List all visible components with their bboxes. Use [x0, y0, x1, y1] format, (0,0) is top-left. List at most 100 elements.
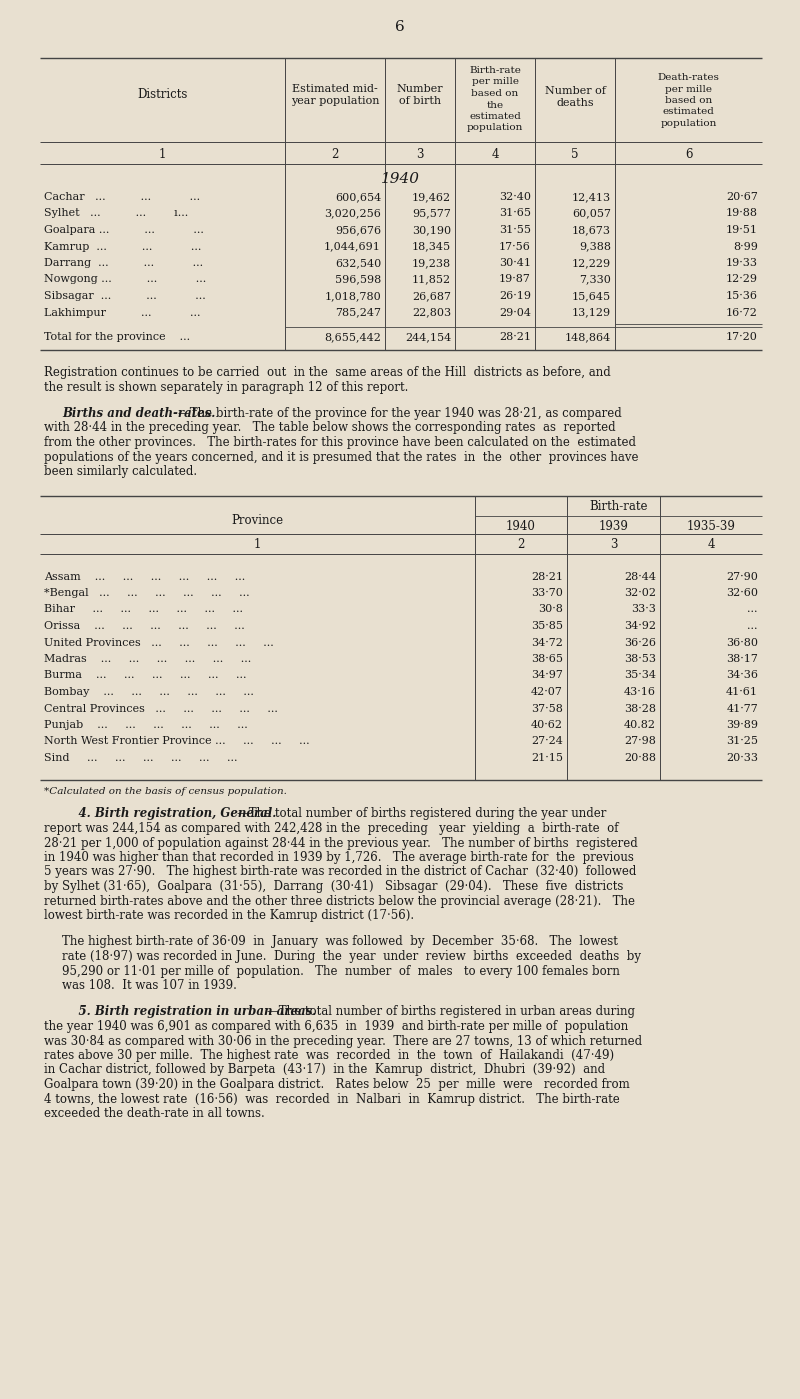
Text: *Bengal   ...     ...     ...     ...     ...     ...: *Bengal ... ... ... ... ... ... [44, 588, 250, 597]
Text: 12,229: 12,229 [572, 257, 611, 269]
Text: 32·60: 32·60 [726, 588, 758, 597]
Text: 1940: 1940 [506, 519, 536, 533]
Text: 31·55: 31·55 [499, 225, 531, 235]
Text: 40·62: 40·62 [531, 720, 563, 730]
Text: 4: 4 [491, 148, 498, 161]
Text: 6: 6 [395, 20, 405, 34]
Text: report was 244,154 as compared with 242,428 in the  preceding   year  yielding  : report was 244,154 as compared with 242,… [44, 823, 618, 835]
Text: exceeded the death-rate in all towns.: exceeded the death-rate in all towns. [44, 1107, 265, 1121]
Text: 31·65: 31·65 [499, 208, 531, 218]
Text: 35·85: 35·85 [531, 621, 563, 631]
Text: 41·61: 41·61 [726, 687, 758, 697]
Text: 9,388: 9,388 [579, 242, 611, 252]
Text: 8·99: 8·99 [733, 242, 758, 252]
Text: 34·36: 34·36 [726, 670, 758, 680]
Text: population: population [660, 119, 717, 127]
Text: Central Provinces   ...     ...     ...     ...     ...: Central Provinces ... ... ... ... ... [44, 704, 278, 713]
Text: Bombay    ...     ...     ...     ...     ...     ...: Bombay ... ... ... ... ... ... [44, 687, 254, 697]
Text: 632,540: 632,540 [334, 257, 381, 269]
Text: in Cachar district, followed by Barpeta  (43·17)  in the  Kamrup  district,  Dhu: in Cachar district, followed by Barpeta … [44, 1063, 605, 1076]
Text: *Calculated on the basis of census population.: *Calculated on the basis of census popul… [44, 788, 287, 796]
Text: by Sylhet (31·65),  Goalpara  (31·55),  Darrang  (30·41)   Sibsagar  (29·04).   : by Sylhet (31·65), Goalpara (31·55), Dar… [44, 880, 623, 893]
Text: —The total number of births registered in urban areas during: —The total number of births registered i… [267, 1006, 635, 1018]
Text: Kamrup  ...          ...           ...: Kamrup ... ... ... [44, 242, 202, 252]
Text: 21·15: 21·15 [531, 753, 563, 762]
Text: 4: 4 [707, 539, 714, 551]
Text: 5 years was 27·90.   The highest birth-rate was recorded in the district of Cach: 5 years was 27·90. The highest birth-rat… [44, 866, 636, 879]
Text: 38·28: 38·28 [624, 704, 656, 713]
Text: 40.82: 40.82 [624, 720, 656, 730]
Text: 19·88: 19·88 [726, 208, 758, 218]
Text: Lakhimpur          ...           ...: Lakhimpur ... ... [44, 308, 201, 318]
Text: 31·25: 31·25 [726, 736, 758, 747]
Text: 3,020,256: 3,020,256 [324, 208, 381, 218]
Text: the year 1940 was 6,901 as compared with 6,635  in  1939  and birth-rate per mil: the year 1940 was 6,901 as compared with… [44, 1020, 628, 1032]
Text: 12,413: 12,413 [572, 192, 611, 201]
Text: 4. Birth registration, General.: 4. Birth registration, General. [62, 807, 276, 820]
Text: 956,676: 956,676 [335, 225, 381, 235]
Text: 36·26: 36·26 [624, 638, 656, 648]
Text: year population: year population [290, 97, 379, 106]
Text: 2: 2 [518, 539, 525, 551]
Text: 19·33: 19·33 [726, 257, 758, 269]
Text: 26,687: 26,687 [412, 291, 451, 301]
Text: Death-rates: Death-rates [658, 73, 719, 83]
Text: 95,577: 95,577 [412, 208, 451, 218]
Text: Darrang  ...          ...           ...: Darrang ... ... ... [44, 257, 203, 269]
Text: 29·04: 29·04 [499, 308, 531, 318]
Text: 95,290 or 11·01 per mille of  population.   The  number  of  males   to every 10: 95,290 or 11·01 per mille of population.… [62, 964, 620, 978]
Text: 244,154: 244,154 [405, 332, 451, 341]
Text: 32·40: 32·40 [499, 192, 531, 201]
Text: Goalpara ...          ...           ...: Goalpara ... ... ... [44, 225, 204, 235]
Text: 27·24: 27·24 [531, 736, 563, 747]
Text: 17·56: 17·56 [499, 242, 531, 252]
Text: Cachar   ...          ...           ...: Cachar ... ... ... [44, 192, 200, 201]
Text: Birth-rate: Birth-rate [469, 66, 521, 76]
Text: 16·72: 16·72 [726, 308, 758, 318]
Text: Assam    ...     ...     ...     ...     ...     ...: Assam ... ... ... ... ... ... [44, 572, 246, 582]
Text: 33·70: 33·70 [531, 588, 563, 597]
Text: Number of: Number of [545, 85, 606, 97]
Text: 28·21 per 1,000 of population against 28·44 in the previous year.   The number o: 28·21 per 1,000 of population against 28… [44, 837, 638, 849]
Text: 1,018,780: 1,018,780 [324, 291, 381, 301]
Text: 7,330: 7,330 [579, 274, 611, 284]
Text: Districts: Districts [138, 88, 188, 101]
Text: 30·8: 30·8 [538, 604, 563, 614]
Text: 37·58: 37·58 [531, 704, 563, 713]
Text: Registration continues to be carried  out  in the  same areas of the Hill  distr: Registration continues to be carried out… [44, 367, 610, 379]
Text: 26·19: 26·19 [499, 291, 531, 301]
Text: 38·65: 38·65 [531, 653, 563, 665]
Text: 34·92: 34·92 [624, 621, 656, 631]
Text: 42·07: 42·07 [531, 687, 563, 697]
Text: 4 towns, the lowest rate  (16·56)  was  recorded  in  Nalbari  in  Kamrup distri: 4 towns, the lowest rate (16·56) was rec… [44, 1093, 620, 1105]
Text: 148,864: 148,864 [565, 332, 611, 341]
Text: 27·90: 27·90 [726, 572, 758, 582]
Text: per mille: per mille [665, 84, 712, 94]
Text: from the other provinces.   The birth-rates for this province have been calculat: from the other provinces. The birth-rate… [44, 436, 636, 449]
Text: 41·77: 41·77 [726, 704, 758, 713]
Text: Madras    ...     ...     ...     ...     ...     ...: Madras ... ... ... ... ... ... [44, 653, 251, 665]
Text: 38·53: 38·53 [624, 653, 656, 665]
Text: Nowgong ...          ...           ...: Nowgong ... ... ... [44, 274, 206, 284]
Text: rate (18·97) was recorded in June.  During  the  year  under  review  births  ex: rate (18·97) was recorded in June. Durin… [62, 950, 641, 963]
Text: 20·67: 20·67 [726, 192, 758, 201]
Text: North West Frontier Province ...     ...     ...     ...: North West Frontier Province ... ... ...… [44, 736, 310, 747]
Text: Births and death-rates.: Births and death-rates. [62, 407, 215, 420]
Text: 19·87: 19·87 [499, 274, 531, 284]
Text: The highest birth-rate of 36·09  in  January  was followed  by  December  35·68.: The highest birth-rate of 36·09 in Janua… [62, 936, 618, 949]
Text: 17·20: 17·20 [726, 332, 758, 341]
Text: population: population [467, 123, 523, 133]
Text: 12·29: 12·29 [726, 274, 758, 284]
Text: Sibsagar  ...          ...           ...: Sibsagar ... ... ... [44, 291, 206, 301]
Text: based on: based on [665, 97, 712, 105]
Text: ...: ... [747, 621, 758, 631]
Text: Estimated mid-: Estimated mid- [292, 84, 378, 94]
Text: was 30·84 as compared with 30·06 in the preceding year.  There are 27 towns, 13 : was 30·84 as compared with 30·06 in the … [44, 1034, 642, 1048]
Text: 20·33: 20·33 [726, 753, 758, 762]
Text: 1: 1 [159, 148, 166, 161]
Text: based on: based on [471, 90, 518, 98]
Text: 18,345: 18,345 [412, 242, 451, 252]
Text: United Provinces   ...     ...     ...     ...     ...: United Provinces ... ... ... ... ... [44, 638, 274, 648]
Text: Burma    ...     ...     ...     ...     ...     ...: Burma ... ... ... ... ... ... [44, 670, 246, 680]
Text: 38·17: 38·17 [726, 653, 758, 665]
